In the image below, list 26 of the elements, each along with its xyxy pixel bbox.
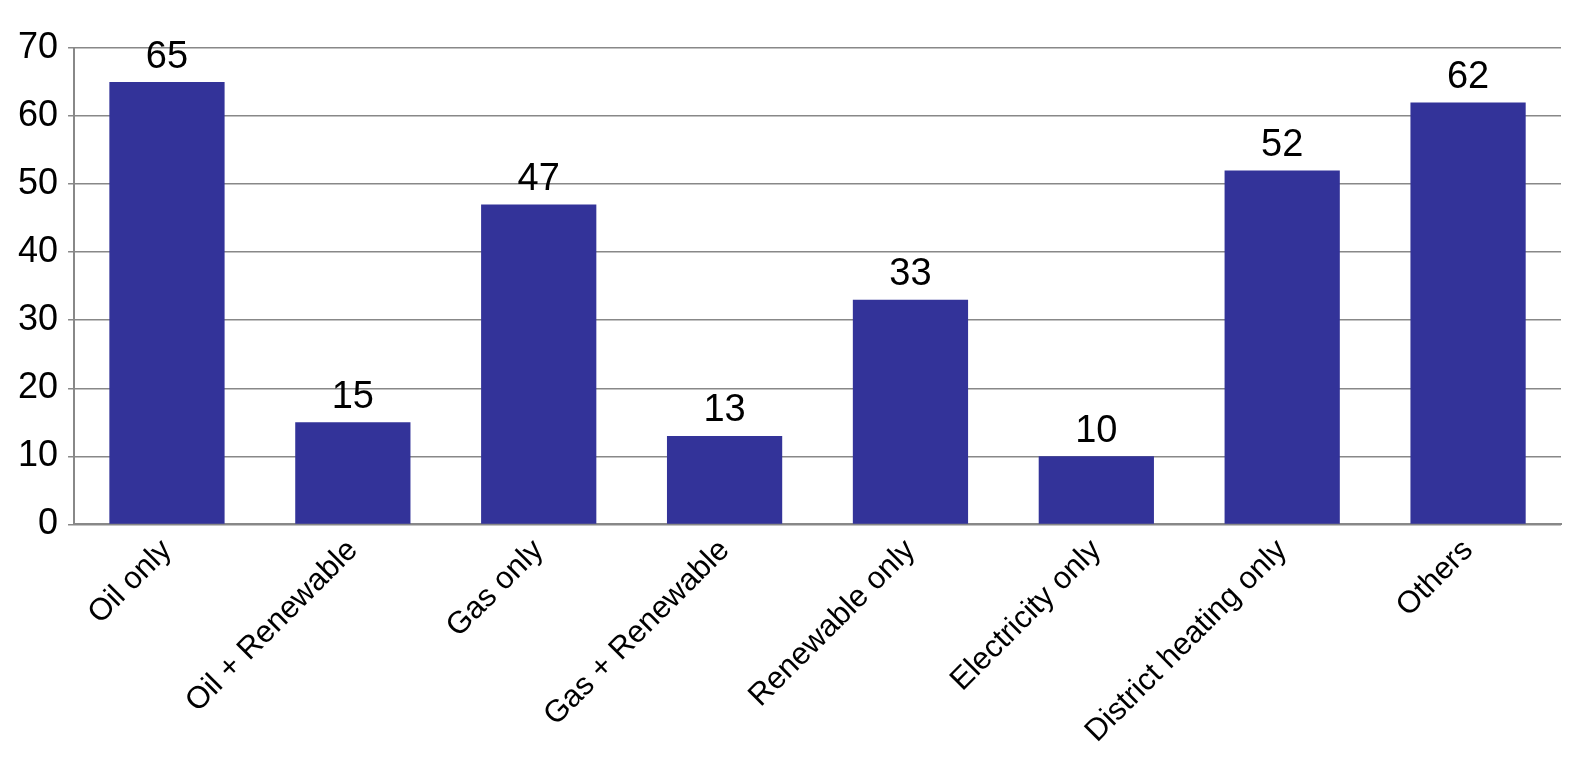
- data-label: 33: [889, 251, 932, 294]
- y-tick-label: 70: [18, 24, 59, 66]
- y-tick-label: 50: [18, 161, 59, 203]
- bar: [1038, 456, 1154, 524]
- y-tick-label: 40: [18, 229, 59, 271]
- bar: [852, 299, 969, 524]
- y-tick-label: 0: [38, 501, 59, 543]
- bar: [1410, 102, 1526, 524]
- bar: [666, 435, 783, 524]
- bar: [481, 204, 597, 524]
- data-label: 47: [517, 156, 560, 199]
- bar: [1224, 170, 1340, 524]
- data-label: 13: [703, 387, 746, 430]
- data-label: 10: [1075, 407, 1118, 450]
- bar: [109, 82, 225, 524]
- bar: [295, 422, 411, 524]
- x-tick-label: Gas only: [438, 531, 551, 644]
- data-label: 65: [145, 33, 189, 76]
- x-tick-label: Oil only: [80, 531, 179, 630]
- y-tick-label: 20: [18, 365, 59, 407]
- y-tick-label: 30: [18, 297, 59, 339]
- data-label: 62: [1446, 53, 1490, 96]
- y-tick-label: 10: [18, 433, 59, 475]
- data-label: 52: [1261, 121, 1304, 164]
- y-tick-label: 60: [18, 92, 59, 134]
- data-label: 15: [331, 373, 374, 416]
